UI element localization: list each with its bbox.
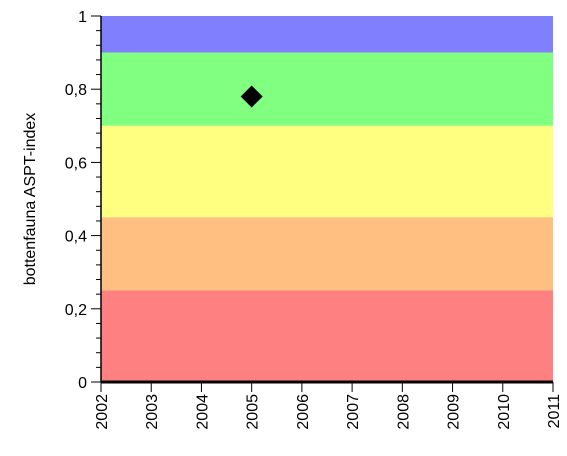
band-1 — [101, 52, 553, 126]
x-axis-ticks: 2002 2003 2004 2005 2006 2007 2008 2009 2010 2011 — [94, 382, 563, 430]
y-axis-ticks: 0 0,2 0,4 0,6 0,8 1 — [65, 9, 101, 392]
quality-bands — [101, 16, 553, 382]
band-2 — [101, 125, 553, 218]
y-tick-label: 0,2 — [65, 302, 87, 319]
data-point-0-0 — [240, 85, 263, 108]
x-tick-label: 2004 — [194, 394, 211, 430]
x-tick-label: 2002 — [94, 394, 111, 430]
x-tick-label: 2007 — [345, 394, 362, 430]
x-tick-label: 2005 — [245, 394, 262, 430]
axes — [100, 16, 553, 384]
y-tick-label: 0 — [78, 375, 87, 392]
x-tick-label: 2003 — [144, 394, 161, 430]
x-tick-label: 2011 — [546, 394, 563, 429]
band-0 — [101, 16, 553, 53]
band-4 — [101, 290, 553, 382]
y-tick-label: 0,6 — [65, 155, 87, 172]
x-tick-label: 2010 — [496, 394, 513, 430]
x-tick-label: 2009 — [446, 394, 463, 430]
y-tick-label: 1 — [78, 9, 87, 26]
y-tick-label: 0,4 — [65, 229, 87, 246]
y-tick-label: 0,8 — [65, 82, 87, 99]
band-3 — [101, 217, 553, 291]
x-tick-label: 2006 — [295, 394, 312, 430]
data-points — [240, 85, 263, 108]
x-tick-label: 2008 — [395, 394, 412, 430]
y-axis-label: bottenfauna ASPT-index — [22, 113, 39, 286]
